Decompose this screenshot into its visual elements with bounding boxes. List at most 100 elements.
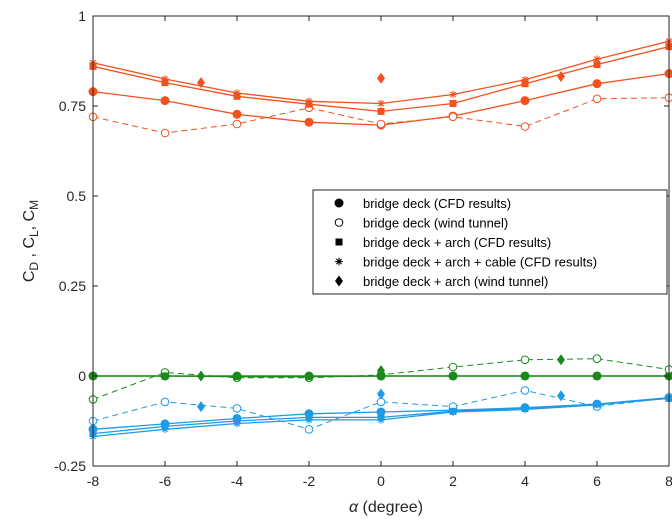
legend-marker-asterisk [335,257,343,266]
y-axis-label-text: , C [21,237,38,262]
y-axis-label-subscript: M [27,200,41,210]
data-point [197,370,205,382]
marker-asterisk-stroke [233,89,241,97]
data-point [377,388,385,400]
axis-labels: α (degree)CD , CL, CM [21,200,423,516]
marker-circle [520,355,530,365]
data-point [161,425,169,434]
data-point [197,77,205,89]
marker-circle [160,397,170,407]
series-drag-diamond [197,70,565,89]
legend-marker-dot [334,198,344,208]
data-point [520,96,530,106]
data-point [592,79,602,89]
data-point [305,416,313,424]
data-point [377,72,385,84]
x-tick-label: 8 [665,473,672,489]
marker-asterisk-stroke [233,372,241,380]
data-point [448,112,458,122]
marker-circle [520,122,530,131]
data-point [521,372,529,380]
data-point [449,408,457,416]
data-point [592,94,602,104]
y-axis-label-subscript: L [27,230,41,237]
legend-marker-diamond [335,275,343,287]
marker-asterisk-stroke [305,416,313,423]
legend: bridge deck (CFD results) bridge deck (wi… [312,189,668,295]
y-tick-label: -0.25 [54,458,86,474]
marker-diamond [557,70,565,82]
y-tick-label: 0.5 [67,188,87,204]
data-point [593,55,601,63]
data-point [449,99,457,107]
marker-asterisk-stroke [449,91,457,98]
legend-marker-square [335,238,343,246]
marker-asterisk-stroke [305,98,313,105]
data-point [160,96,170,106]
marker-diamond [377,388,385,400]
data-point [233,89,241,97]
marker-asterisk-stroke [377,100,385,107]
marker-circle [334,218,344,227]
legend-label: bridge deck + arch (wind tunnel) [363,274,548,289]
data-point [161,75,169,83]
data-point [520,386,530,395]
x-tick-label: -4 [231,473,244,489]
x-axis-label-text: (degree) [358,499,423,516]
data-point [520,122,530,131]
legend-marker-circle [334,218,344,227]
marker-square [335,238,343,246]
marker-dot [520,96,530,106]
x-tick-label: -6 [159,473,172,489]
data-point [377,99,385,108]
data-point [557,354,565,366]
marker-asterisk-stroke [521,372,529,380]
marker-circle [448,112,458,122]
x-axis-label-symbol: α [349,499,359,516]
marker-asterisk-stroke [161,372,169,380]
y-axis-label-subscript: D [27,262,41,271]
y-axis-label-text: , C [21,210,38,230]
data-point [448,362,458,372]
marker-circle [592,94,602,104]
x-tick-label: 6 [593,473,601,489]
marker-asterisk-stroke [593,372,601,380]
data-point [160,128,170,138]
marker-asterisk-stroke [335,258,343,265]
marker-circle [520,386,530,395]
y-tick-label: 0.75 [59,98,86,114]
axes-layer: -8 -6 -4 -2 0 2 4 6 8 -0.25 0 0.25 0.5 0.75 1 [54,8,672,489]
marker-asterisk-stroke [161,426,169,433]
data-point [449,90,457,99]
marker-asterisk-stroke [593,401,601,408]
data-point [197,401,205,413]
data-point [233,419,241,428]
data-point [305,372,313,380]
y-tick-label: 0.25 [59,278,86,294]
marker-diamond [197,77,205,89]
marker-dot [334,198,344,208]
data-point [161,372,169,380]
data-point [376,119,386,129]
x-tick-label: 0 [377,473,385,489]
y-axis-label-text: C [21,271,38,283]
data-point [449,372,457,380]
data-point [593,372,601,380]
data-point [232,404,242,413]
data-point [520,355,530,365]
series-drag-asterisk [89,37,672,108]
marker-dot [592,79,602,89]
data-point [232,109,242,119]
data-point [304,424,314,434]
legend-label: bridge deck (wind tunnel) [363,216,508,231]
data-point [305,97,313,106]
x-tick-label: 4 [521,473,529,489]
marker-asterisk-stroke [521,76,529,83]
marker-dot [304,117,314,127]
data-point [557,390,565,402]
marker-diamond [557,390,565,402]
marker-diamond [197,370,205,382]
series-line [92,389,670,430]
x-axis-label: α (degree) [349,499,423,516]
